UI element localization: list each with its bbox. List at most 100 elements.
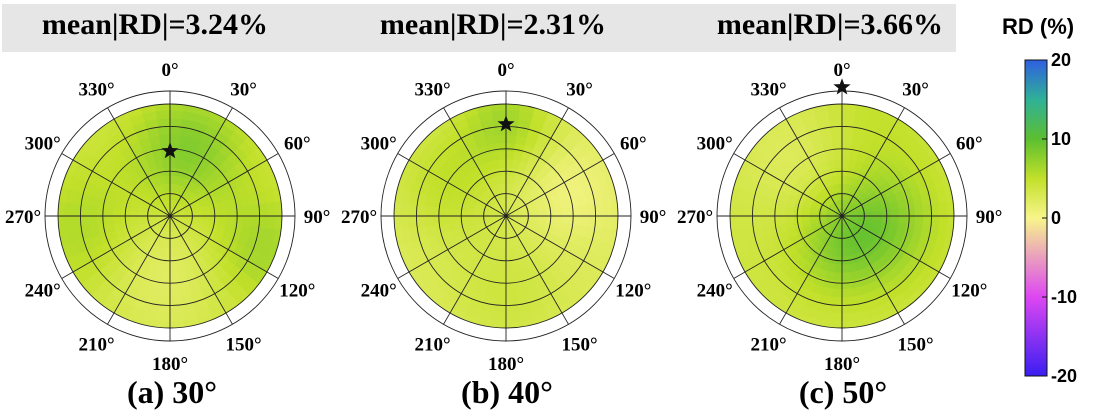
heatmap-cell bbox=[168, 280, 180, 290]
heatmap-cell bbox=[164, 174, 171, 184]
angle-tick-label: 30° bbox=[902, 80, 929, 101]
heatmap-cell bbox=[79, 214, 90, 229]
grid-spoke bbox=[841, 153, 951, 217]
heatmap-cell bbox=[491, 109, 508, 120]
colorbar-tick-label: -20 bbox=[1051, 366, 1077, 386]
colorbar-tick-label: 10 bbox=[1051, 129, 1071, 149]
polar-panel-1: 0° 30° 60° 90° 120° 150° 180° 210° 240° 270° 300° 3… bbox=[341, 60, 666, 375]
heatmap-cell bbox=[760, 214, 770, 228]
angle-tick-label: 90° bbox=[304, 207, 331, 228]
heatmap-cell bbox=[157, 125, 172, 136]
heatmap-cell bbox=[840, 320, 858, 328]
star-marker bbox=[833, 78, 851, 95]
angle-tick-label: 30° bbox=[230, 80, 257, 101]
grid-spoke bbox=[107, 107, 171, 217]
heatmap-cell bbox=[827, 109, 844, 120]
heatmap-cell bbox=[504, 280, 516, 290]
heatmap-cell bbox=[504, 312, 521, 323]
heatmap-cell bbox=[494, 134, 508, 144]
panel-a-title: mean|RD|=3.24% bbox=[41, 8, 269, 41]
heatmap-cell bbox=[104, 214, 114, 225]
heatmap-cell bbox=[168, 296, 183, 307]
angle-tick-label: 60° bbox=[956, 134, 983, 155]
colorbar-tick-label: 20 bbox=[1051, 50, 1071, 70]
heatmap-cell bbox=[424, 214, 434, 228]
heatmap-cell bbox=[490, 104, 508, 112]
heatmap-cell bbox=[500, 174, 507, 184]
angle-tick-label: 300° bbox=[25, 134, 61, 155]
grid-spoke bbox=[733, 153, 843, 217]
grid-spoke bbox=[61, 215, 171, 279]
angle-tick-label: 210° bbox=[78, 334, 114, 355]
heatmap-cell bbox=[168, 288, 182, 298]
angle-tick-label: 240° bbox=[361, 281, 397, 302]
polar-panel-2: 0° 30° 60° 90° 120° 150° 180° 210° 240° 270° 300° 3… bbox=[677, 60, 1002, 375]
grid-spoke bbox=[841, 107, 905, 217]
grid-spoke bbox=[169, 215, 233, 325]
grid-spoke bbox=[505, 215, 615, 279]
heatmap-cell bbox=[399, 214, 410, 231]
heatmap-cell bbox=[578, 204, 588, 218]
heatmap-cell bbox=[155, 109, 172, 120]
heatmap-cell bbox=[226, 207, 236, 218]
heatmap-cell bbox=[128, 215, 138, 222]
heatmap-cell bbox=[743, 214, 754, 230]
heatmap-cell bbox=[250, 203, 261, 218]
heatmap-cell bbox=[169, 248, 176, 258]
heatmap-cell bbox=[505, 264, 514, 274]
angle-tick-label: 60° bbox=[284, 134, 311, 155]
heatmap-cell bbox=[274, 200, 282, 218]
heatmap-cell bbox=[168, 272, 179, 282]
angle-tick-label: 0° bbox=[833, 60, 850, 81]
heatmap-cell bbox=[930, 202, 941, 218]
heatmap-cell bbox=[554, 208, 564, 217]
heatmap-cell bbox=[826, 104, 844, 112]
heatmap-cell bbox=[407, 214, 418, 230]
heatmap-cell bbox=[830, 134, 844, 144]
heatmap-cell bbox=[154, 104, 172, 112]
heatmap-cell bbox=[562, 207, 572, 218]
heatmap-cell bbox=[914, 204, 924, 218]
grid-spoke bbox=[397, 215, 507, 279]
angle-tick-label: 300° bbox=[697, 134, 733, 155]
heatmap-cell bbox=[218, 208, 228, 217]
grid-spoke bbox=[841, 215, 951, 279]
outer-ring bbox=[380, 90, 632, 342]
angle-tick-label: 150° bbox=[897, 334, 933, 355]
angle-tick-label: 30° bbox=[566, 80, 593, 101]
grid-spoke bbox=[61, 153, 171, 217]
heatmap-cell bbox=[432, 214, 442, 226]
heatmap-cell bbox=[496, 142, 508, 152]
heatmap-cell bbox=[504, 304, 520, 315]
heatmap-cell bbox=[730, 214, 738, 232]
angle-tick-label: 330° bbox=[414, 80, 450, 101]
grid-spoke bbox=[841, 215, 905, 325]
heatmap-cell bbox=[834, 158, 843, 168]
heatmap-cell bbox=[840, 288, 854, 298]
angle-tick-label: 240° bbox=[25, 281, 61, 302]
heatmap-cell bbox=[162, 158, 171, 168]
heatmap-cell bbox=[394, 214, 402, 232]
heatmap-cell bbox=[832, 142, 844, 152]
angle-tick-label: 150° bbox=[561, 334, 597, 355]
heatmap-cell bbox=[538, 210, 548, 217]
grid-spoke bbox=[505, 107, 569, 217]
angle-tick-label: 90° bbox=[640, 207, 667, 228]
grid-spoke bbox=[397, 153, 507, 217]
heatmap-cell bbox=[504, 320, 522, 328]
heatmap-cell bbox=[610, 200, 618, 218]
heatmap-cell bbox=[938, 201, 949, 218]
grid-spoke bbox=[443, 215, 507, 325]
heatmap-cell bbox=[88, 214, 98, 228]
star-marker bbox=[161, 142, 179, 159]
heatmap-cell bbox=[840, 272, 851, 282]
heatmap-cell bbox=[898, 207, 908, 218]
heatmap-cell bbox=[840, 312, 857, 323]
heatmap-cell bbox=[168, 312, 185, 323]
heatmap-cell bbox=[922, 203, 933, 218]
grid-spoke bbox=[443, 107, 507, 217]
angle-tick-label: 210° bbox=[414, 334, 450, 355]
heatmap-cell bbox=[586, 203, 597, 218]
polar-panel-0: 0° 30° 60° 90° 120° 150° 180° 210° 240° 270° 300° 3… bbox=[5, 60, 330, 375]
panel-a-caption: (a) 30° bbox=[126, 374, 218, 410]
